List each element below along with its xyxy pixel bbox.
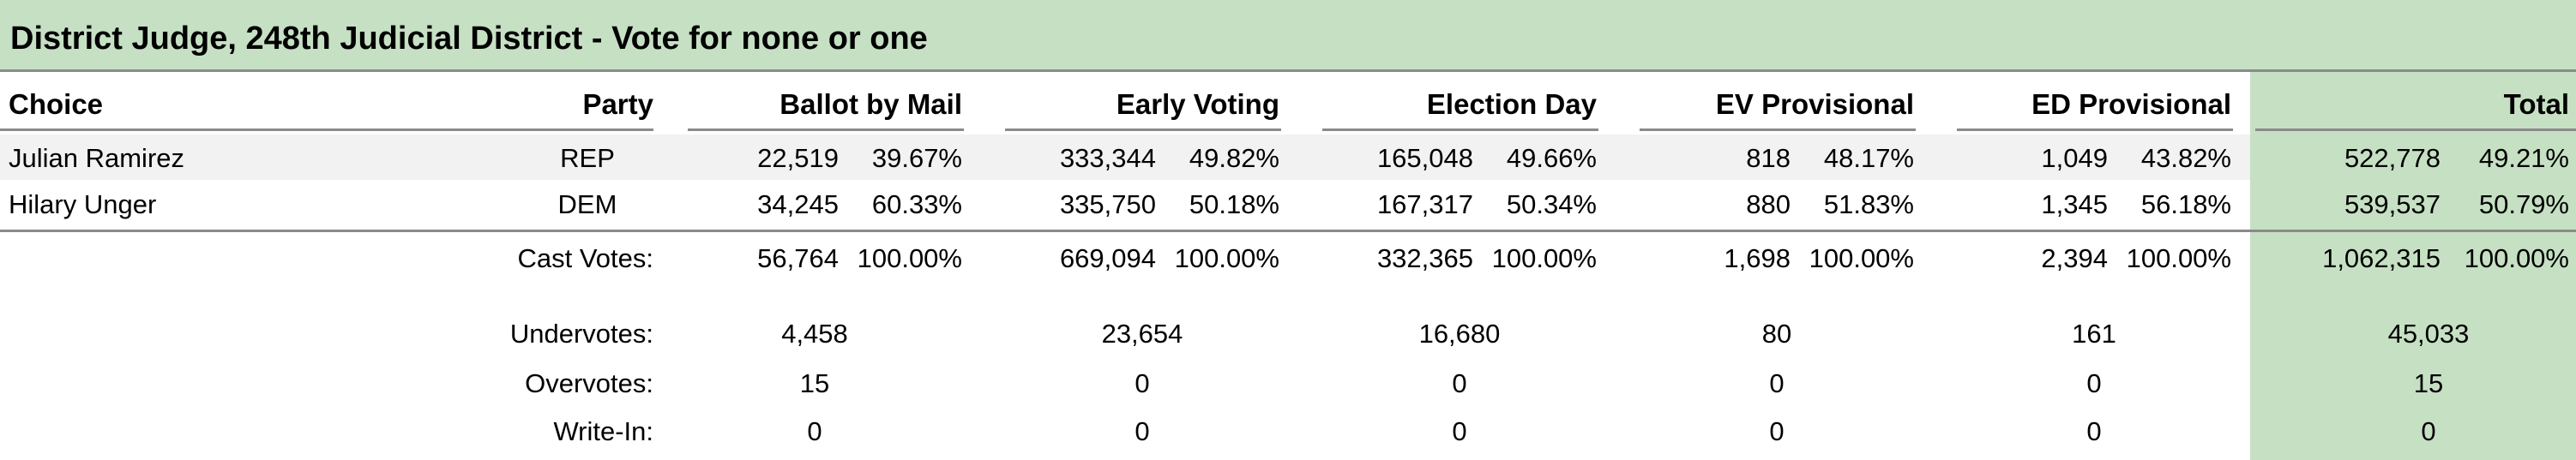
ev-undervotes: 23,654: [1101, 319, 1183, 349]
ed-pct: 100.00%: [1491, 243, 1597, 273]
candidate-party: DEM: [557, 189, 617, 219]
edp-undervotes: 161: [2072, 319, 2116, 349]
total-pct: 50.79%: [2478, 189, 2569, 219]
undervotes-label: Undervotes:: [509, 319, 653, 349]
bbm-pct: 39.67%: [871, 143, 962, 173]
header-rule-choice: [0, 128, 653, 131]
total-writein: 0: [2421, 416, 2436, 446]
ed-votes: 332,365: [1376, 243, 1473, 273]
ed-pct: 49.66%: [1506, 143, 1597, 173]
evp-votes: 818: [1746, 143, 1791, 173]
evp-overvotes: 0: [1769, 368, 1785, 398]
total-votes: 522,778: [2344, 143, 2441, 173]
ed-overvotes: 0: [1452, 368, 1467, 398]
evp-pct: 51.83%: [1823, 189, 1914, 219]
edp-votes: 1,049: [2041, 143, 2108, 173]
header-party: Party: [582, 88, 653, 120]
bbm-votes: 22,519: [757, 143, 839, 173]
ev-writein: 0: [1135, 416, 1150, 446]
ed-writein: 0: [1452, 416, 1467, 446]
bbm-undervotes: 4,458: [781, 319, 848, 349]
header-rule-ed: [1322, 128, 1598, 131]
header-early-voting: Early Voting: [1116, 88, 1279, 120]
ev-overvotes: 0: [1135, 368, 1150, 398]
ed-undervotes: 16,680: [1418, 319, 1501, 349]
table-row-shade: [0, 134, 2250, 180]
header-ev-provisional: EV Provisional: [1715, 88, 1914, 120]
bbm-votes: 56,764: [757, 243, 839, 273]
candidates-rule: [0, 230, 2576, 232]
header-choice: Choice: [9, 88, 104, 120]
header-rule-edp: [1957, 128, 2233, 131]
total-overvotes: 15: [2413, 368, 2444, 398]
evp-pct: 48.17%: [1823, 143, 1914, 173]
cast-votes-label: Cast Votes:: [517, 243, 653, 273]
bbm-writein: 0: [807, 416, 822, 446]
total-pct: 100.00%: [2464, 243, 2569, 273]
edp-votes: 1,345: [2041, 189, 2108, 219]
evp-writein: 0: [1769, 416, 1785, 446]
bbm-overvotes: 15: [799, 368, 830, 398]
bbm-pct: 60.33%: [871, 189, 962, 219]
ev-votes: 333,344: [1059, 143, 1156, 173]
edp-votes: 2,394: [2041, 243, 2108, 273]
ed-votes: 165,048: [1376, 143, 1473, 173]
candidate-party: REP: [560, 143, 615, 173]
total-undervotes: 45,033: [2387, 319, 2470, 349]
header-ed-provisional: ED Provisional: [2031, 88, 2231, 120]
total-pct: 49.21%: [2478, 143, 2569, 173]
evp-undervotes: 80: [1761, 319, 1792, 349]
header-ballot-by-mail: Ballot by Mail: [779, 88, 962, 120]
total-votes: 539,537: [2344, 189, 2441, 219]
evp-votes: 1,698: [1724, 243, 1791, 273]
header-rule-ev: [1005, 128, 1281, 131]
total-votes: 1,062,315: [2322, 243, 2441, 273]
bbm-pct: 100.00%: [857, 243, 962, 273]
writein-label: Write-In:: [553, 416, 653, 446]
ev-pct: 100.00%: [1174, 243, 1279, 273]
header-election-day: Election Day: [1426, 88, 1597, 120]
candidate-name: Hilary Unger: [9, 189, 157, 219]
bbm-votes: 34,245: [757, 189, 839, 219]
total-column-background: [2250, 72, 2576, 460]
ed-pct: 50.34%: [1506, 189, 1597, 219]
edp-overvotes: 0: [2086, 368, 2102, 398]
evp-pct: 100.00%: [1809, 243, 1914, 273]
evp-votes: 880: [1746, 189, 1791, 219]
ev-pct: 50.18%: [1189, 189, 1279, 219]
overvotes-label: Overvotes:: [525, 368, 653, 398]
ed-votes: 167,317: [1376, 189, 1473, 219]
header-total: Total: [2503, 88, 2569, 120]
candidate-name: Julian Ramirez: [9, 143, 185, 173]
header-rule-bbm: [688, 128, 964, 131]
edp-writein: 0: [2086, 416, 2102, 446]
ev-pct: 49.82%: [1189, 143, 1279, 173]
edp-pct: 56.18%: [2140, 189, 2231, 219]
edp-pct: 43.82%: [2140, 143, 2231, 173]
ev-votes: 669,094: [1059, 243, 1156, 273]
header-rule-evp: [1640, 128, 1916, 131]
edp-pct: 100.00%: [2126, 243, 2231, 273]
header-rule-total: [2255, 128, 2576, 131]
ev-votes: 335,750: [1059, 189, 1156, 219]
contest-title: District Judge, 248th Judicial District …: [0, 0, 2576, 72]
